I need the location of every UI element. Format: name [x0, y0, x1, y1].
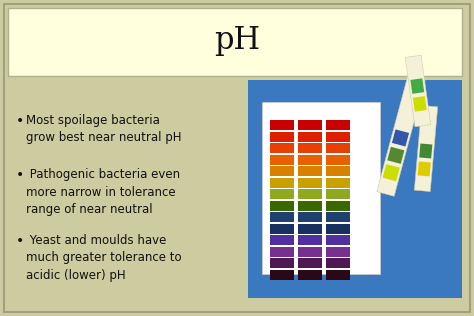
Bar — [298, 223, 322, 234]
Bar — [270, 143, 294, 153]
Bar — [413, 96, 427, 112]
Bar — [414, 106, 438, 191]
Bar — [270, 189, 294, 199]
Bar — [326, 120, 350, 130]
Text: •: • — [16, 168, 24, 182]
Bar — [405, 55, 431, 127]
Text: •: • — [16, 234, 24, 248]
Bar — [270, 223, 294, 234]
Bar — [383, 164, 400, 181]
Bar — [298, 143, 322, 153]
Bar — [387, 147, 404, 164]
Text: Pathogenic bacteria even
more narrow in tolerance
range of near neutral: Pathogenic bacteria even more narrow in … — [26, 168, 180, 216]
Text: Most spoilage bacteria
grow best near neutral pH: Most spoilage bacteria grow best near ne… — [26, 114, 182, 144]
Bar — [326, 143, 350, 153]
Bar — [270, 200, 294, 210]
Bar — [298, 270, 322, 279]
Bar — [326, 200, 350, 210]
Bar — [298, 200, 322, 210]
Bar — [298, 235, 322, 245]
Bar — [326, 246, 350, 257]
Bar — [418, 161, 431, 176]
Bar — [326, 223, 350, 234]
Bar — [326, 235, 350, 245]
Bar — [392, 129, 409, 147]
Bar — [270, 235, 294, 245]
Bar — [270, 212, 294, 222]
Bar — [326, 178, 350, 187]
Bar — [419, 143, 432, 159]
Bar — [326, 258, 350, 268]
Bar — [270, 166, 294, 176]
Bar — [298, 178, 322, 187]
Text: pH: pH — [214, 26, 260, 57]
Bar — [262, 102, 380, 274]
Bar — [377, 76, 425, 196]
Bar — [298, 166, 322, 176]
Text: Yeast and moulds have
much greater tolerance to
acidic (lower) pH: Yeast and moulds have much greater toler… — [26, 234, 182, 282]
Bar — [270, 131, 294, 142]
Bar — [326, 212, 350, 222]
Bar — [8, 8, 462, 76]
Bar — [270, 178, 294, 187]
Bar — [270, 246, 294, 257]
Bar — [298, 155, 322, 165]
Text: •: • — [16, 114, 24, 128]
Bar — [298, 131, 322, 142]
Bar — [326, 166, 350, 176]
Bar — [270, 120, 294, 130]
Bar — [298, 258, 322, 268]
Bar — [270, 270, 294, 279]
Bar — [326, 189, 350, 199]
Bar — [270, 155, 294, 165]
Bar — [298, 120, 322, 130]
Bar — [298, 212, 322, 222]
Bar — [410, 78, 424, 94]
Bar — [326, 131, 350, 142]
Bar — [270, 258, 294, 268]
Bar — [248, 80, 462, 298]
Bar — [326, 270, 350, 279]
Bar — [298, 189, 322, 199]
Bar — [298, 246, 322, 257]
Bar — [326, 155, 350, 165]
